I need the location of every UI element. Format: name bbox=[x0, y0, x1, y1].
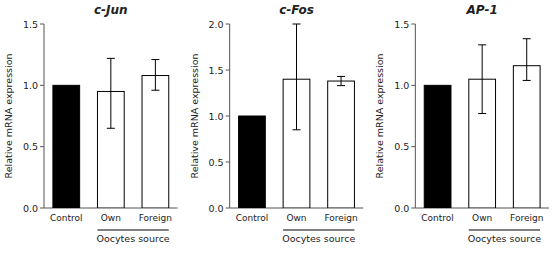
error-bar bbox=[337, 76, 345, 85]
title: c-Fos bbox=[279, 3, 314, 17]
y-tick-label: 1.5 bbox=[394, 19, 409, 30]
bar bbox=[53, 85, 80, 208]
error-bars bbox=[478, 39, 531, 114]
y-tick bbox=[226, 70, 230, 71]
bracket bbox=[283, 230, 354, 231]
bracket bbox=[469, 230, 540, 231]
x-axis-label: Oocytes source bbox=[282, 233, 355, 244]
y-axis-label: Relative mRNA expression bbox=[3, 53, 14, 178]
x-tick-label: Control bbox=[421, 213, 454, 223]
y-axis bbox=[229, 24, 230, 208]
x-tick-label: Foreign bbox=[139, 213, 172, 223]
y-tick-label: 0.5 bbox=[209, 157, 224, 168]
panel: c-Fos Relative mRNA expression 0.0 0.5 1.0 1.… bbox=[189, 3, 364, 244]
y-tick bbox=[411, 24, 415, 25]
y-axis bbox=[44, 24, 45, 208]
error-bar bbox=[107, 58, 115, 128]
y-axis-label: Relative mRNA expression bbox=[374, 53, 385, 178]
y-tick bbox=[40, 208, 44, 209]
y-tick bbox=[226, 208, 230, 209]
y-tick bbox=[40, 146, 44, 147]
y-tick-label: 1.0 bbox=[209, 111, 224, 122]
error-bar bbox=[478, 45, 486, 114]
bar bbox=[142, 76, 169, 208]
y-tick-label: 0.5 bbox=[394, 141, 409, 152]
x-tick-label: Foreign bbox=[510, 213, 543, 223]
x-tick-label: Own bbox=[101, 213, 121, 223]
x-axis-label: Oocytes source bbox=[468, 233, 541, 244]
bracket bbox=[97, 230, 168, 231]
bar bbox=[513, 66, 540, 208]
x-tick-label: Control bbox=[236, 213, 269, 223]
bar bbox=[424, 85, 451, 208]
panel: c-Jun Relative mRNA expression 0.0 0.5 1.0 1.… bbox=[3, 3, 178, 244]
x-tick-label: Control bbox=[50, 213, 83, 223]
panel: AP-1 Relative mRNA expression 0.0 0.5 1.0 1.5… bbox=[374, 3, 549, 244]
y-tick-label: 1.5 bbox=[209, 65, 224, 76]
error-bar bbox=[151, 60, 159, 91]
y-tick-label: 0.0 bbox=[209, 203, 224, 214]
y-tick bbox=[226, 24, 230, 25]
y-tick bbox=[226, 162, 230, 163]
error-bars bbox=[293, 24, 346, 130]
y-tick-label: 0.0 bbox=[394, 203, 409, 214]
y-axis-label: Relative mRNA expression bbox=[189, 53, 200, 178]
x-tick-label: Own bbox=[286, 213, 306, 223]
y-tick-label: 1.0 bbox=[23, 80, 38, 91]
y-tick bbox=[411, 85, 415, 86]
error-bars bbox=[107, 58, 160, 128]
title: AP-1 bbox=[466, 3, 498, 17]
x-tick-label: Foreign bbox=[324, 213, 357, 223]
y-tick bbox=[40, 85, 44, 86]
x-tick-label: Own bbox=[472, 213, 492, 223]
bar bbox=[328, 81, 355, 208]
y-tick bbox=[411, 208, 415, 209]
y-tick-label: 1.5 bbox=[23, 19, 38, 30]
y-tick-label: 0.0 bbox=[23, 203, 38, 214]
error-bar bbox=[293, 24, 301, 130]
bar bbox=[239, 116, 266, 208]
y-tick bbox=[411, 146, 415, 147]
y-tick-label: 2.0 bbox=[209, 19, 224, 30]
y-tick bbox=[226, 116, 230, 117]
figure: c-Jun Relative mRNA expression 0.0 0.5 1.0 1.… bbox=[0, 0, 557, 262]
title: c-Jun bbox=[94, 3, 128, 17]
y-tick-label: 0.5 bbox=[23, 141, 38, 152]
y-axis bbox=[415, 24, 416, 208]
error-bar bbox=[523, 39, 531, 81]
x-axis-label: Oocytes source bbox=[96, 233, 169, 244]
y-tick-label: 1.0 bbox=[394, 80, 409, 91]
y-tick bbox=[40, 24, 44, 25]
